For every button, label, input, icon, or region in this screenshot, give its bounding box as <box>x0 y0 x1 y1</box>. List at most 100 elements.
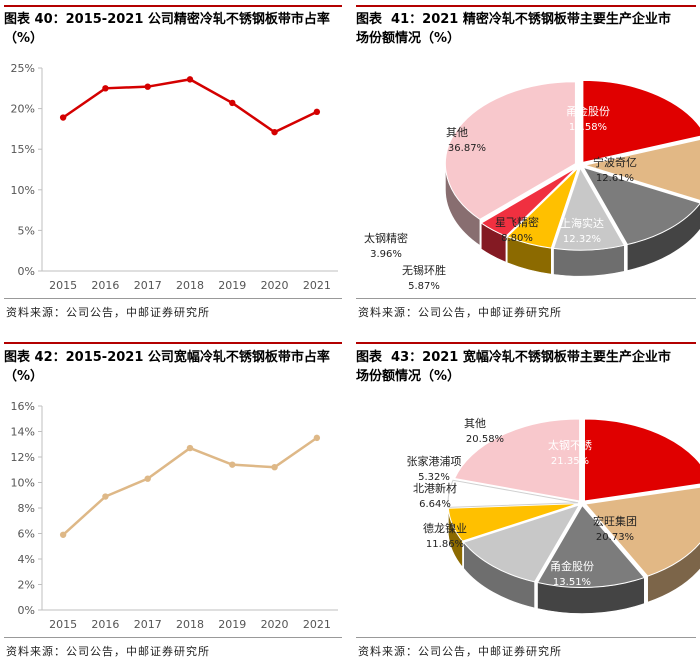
y-tick-label: 2% <box>18 579 35 592</box>
pie-slice <box>536 504 646 589</box>
data-point <box>229 461 236 468</box>
slice-value-label: 36.87% <box>448 143 486 154</box>
slice-value-label: 12.32% <box>563 234 601 245</box>
slice-label: 太钢精密 <box>364 231 408 245</box>
y-tick-label: 0% <box>18 604 35 617</box>
x-tick-label: 2021 <box>303 279 331 292</box>
x-tick-label: 2018 <box>176 618 204 631</box>
x-tick-label: 2016 <box>91 279 119 292</box>
series-line <box>62 436 318 536</box>
chart-title-42: 图表 42：2015-2021 公司宽幅冷轧不锈钢板带市占率 （%） <box>4 350 330 384</box>
data-point <box>144 475 151 482</box>
line-chart-40: 0% 5% 10% 15% 20% 25% 2015 2016 2017 2018 2019 2020… <box>11 62 338 292</box>
slice-label: 宏旺集团 <box>593 514 637 528</box>
data-point <box>313 434 321 442</box>
x-tick-label: 2020 <box>261 279 289 292</box>
source-rule <box>356 637 696 638</box>
data-point <box>229 99 236 107</box>
slice-value-label: 5.32% <box>418 472 450 483</box>
source-rule <box>356 298 696 299</box>
pie-slice <box>447 503 579 542</box>
source-note-40: 资料来源：公司公告，中邮证券研究所 <box>6 306 210 319</box>
data-point <box>271 464 278 471</box>
panel-top-rule <box>356 5 696 7</box>
x-tick-label: 2018 <box>176 279 204 292</box>
pie-chart-43: 太钢不锈 21.35% 宏旺集团 20.73% 甬金股份 13.51% 德龙镍业 11.86%… <box>407 417 700 614</box>
slice-label: 北港新材 <box>413 481 457 495</box>
slice-value-label: 8.80% <box>501 233 533 244</box>
y-tick-label: 4% <box>18 553 35 566</box>
panel-top-rule <box>4 5 342 7</box>
x-tick-label: 2019 <box>218 618 246 631</box>
slice-value-label: 20.73% <box>596 532 634 543</box>
source-note-41: 资料来源：公司公告，中邮证券研究所 <box>358 306 562 319</box>
x-tick-label: 2017 <box>134 618 162 631</box>
y-tick-label: 0% <box>18 265 35 278</box>
pie-slice <box>462 504 581 583</box>
y-tick-label: 15% <box>11 143 35 156</box>
slice-value-label: 6.64% <box>419 499 451 510</box>
source-rule <box>4 298 342 299</box>
x-tick-label: 2016 <box>91 618 119 631</box>
slice-value-label: 21.35% <box>551 456 589 467</box>
data-point <box>59 531 67 538</box>
pie-slice <box>506 167 579 249</box>
slice-label: 宁波奇亿 <box>593 155 637 169</box>
chart-title-43: 图表 43：2021 宽幅冷轧不锈钢板带主要生产企业市 场份额情况（%） <box>356 350 671 384</box>
source-note-42: 资料来源：公司公告，中邮证券研究所 <box>6 645 210 658</box>
y-tick-label: 5% <box>18 224 35 237</box>
series-line <box>62 78 318 134</box>
x-tick-label: 2020 <box>261 618 289 631</box>
pie-slice <box>444 81 576 220</box>
y-tick-label: 10% <box>11 184 35 197</box>
slice-label: 甬金股份 <box>550 559 594 573</box>
panel-top-rule <box>356 342 696 344</box>
y-tick-label: 20% <box>11 103 35 116</box>
slice-label: 上海实达 <box>560 216 604 230</box>
slice-label: 太钢不锈 <box>548 439 592 452</box>
slice-value-label: 13.51% <box>553 577 591 588</box>
pie-slice <box>584 486 700 577</box>
y-tick-label: 10% <box>11 477 35 490</box>
chart-title-41: 图表 41：2021 精密冷轧不锈钢板带主要生产企业市 场份额情况（%） <box>356 12 671 46</box>
y-tick-label: 6% <box>18 528 35 541</box>
slice-value-label: 20.58% <box>466 434 504 445</box>
pie-slice <box>552 166 626 251</box>
x-tick-label: 2015 <box>49 279 77 292</box>
pie-slice <box>582 166 700 246</box>
source-rule <box>4 637 342 638</box>
pie-chart-41: 甬金股份 19.58% 宁波奇亿 12.61% 上海实达 12.32% 星飞精密 8.80% 无… <box>364 79 700 292</box>
y-tick-label: 8% <box>18 502 35 515</box>
data-point <box>59 114 67 121</box>
chart-title-40: 图表 40：2015-2021 公司精密冷轧不锈钢板带市占率 （%） <box>4 12 330 46</box>
y-tick-label: 12% <box>11 451 35 464</box>
slice-value-label: 3.96% <box>370 249 402 260</box>
y-tick-label: 16% <box>11 400 35 413</box>
data-point <box>186 76 194 83</box>
data-point <box>186 444 194 452</box>
y-tick-label: 25% <box>11 62 35 75</box>
slice-value-label: 11.86% <box>426 539 464 550</box>
x-tick-label: 2017 <box>134 279 162 292</box>
x-tick-label: 2021 <box>303 618 331 631</box>
pie-slice <box>453 418 581 502</box>
slice-label: 其他 <box>464 417 486 430</box>
data-point <box>271 128 278 136</box>
slice-label: 甬金股份 <box>566 104 610 118</box>
pie-slice <box>447 479 579 508</box>
pie-slice-side <box>647 542 700 603</box>
slice-label: 张家港浦项 <box>407 454 462 468</box>
pie-slice <box>480 166 578 237</box>
pie-slice <box>583 418 700 502</box>
slice-label: 无锡环胜 <box>402 263 446 277</box>
pie-slice <box>583 138 700 201</box>
data-point <box>144 83 151 90</box>
data-point <box>102 85 109 92</box>
panel-top-rule <box>4 342 342 344</box>
slice-value-label: 19.58% <box>569 122 607 133</box>
slice-label: 德龙镍业 <box>423 521 467 535</box>
x-tick-label: 2019 <box>218 279 246 292</box>
source-note-43: 资料来源：公司公告，中邮证券研究所 <box>358 645 562 658</box>
y-tick-label: 14% <box>11 426 35 439</box>
slice-value-label: 5.87% <box>408 281 440 292</box>
